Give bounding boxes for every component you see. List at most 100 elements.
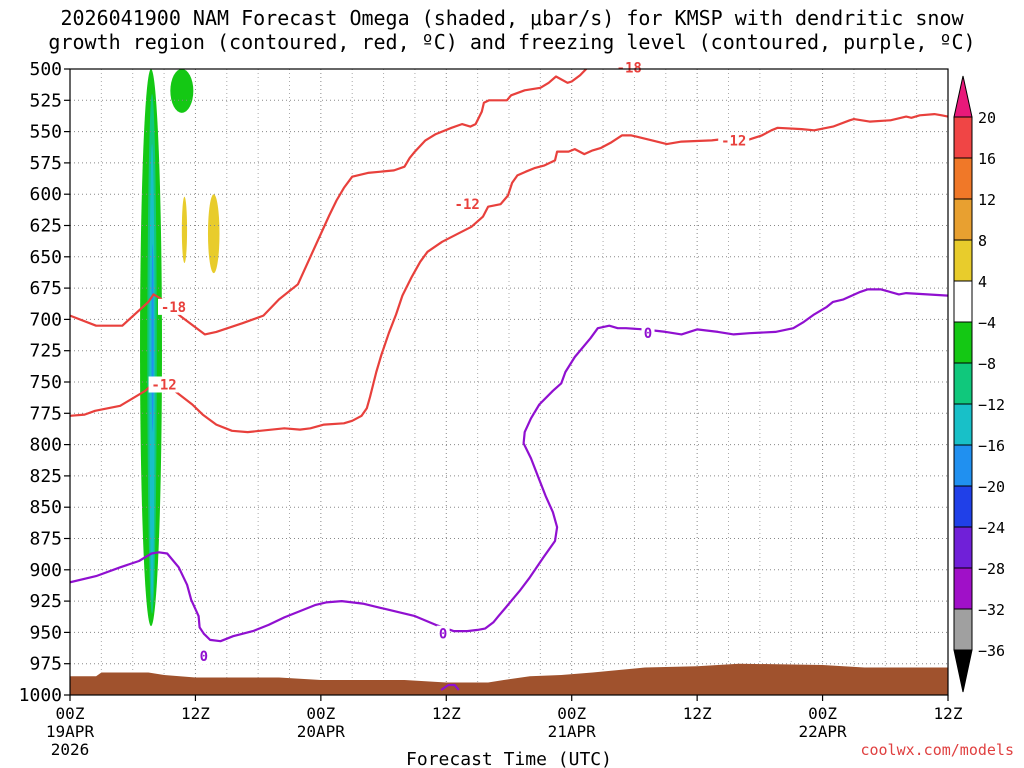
colorbar-bin	[953, 198, 973, 241]
contour-label-bg	[641, 325, 655, 342]
contour-line	[440, 683, 460, 691]
contour-label-bg	[148, 376, 180, 393]
colorbar-tick-label: 16	[978, 150, 996, 168]
y-tick-label: 950	[29, 622, 62, 643]
colorbar-bin	[953, 157, 973, 200]
colorbar-bin	[953, 608, 973, 651]
y-tick-label: 525	[29, 90, 62, 111]
y-tick-label: 725	[29, 341, 62, 362]
colorbar-bin	[953, 444, 973, 487]
x-tick-label: 00Z	[56, 704, 85, 723]
colorbar-bin	[953, 116, 973, 159]
contour-label-bg	[436, 625, 450, 642]
colorbar-bin	[953, 567, 973, 610]
contour-label: -12	[455, 197, 480, 213]
colorbar-bin	[953, 362, 973, 405]
y-tick-label: 875	[29, 529, 62, 550]
colorbar-bin	[953, 403, 973, 446]
x-tick-label: 12Z	[934, 704, 963, 723]
omega-region-yellow-1	[181, 196, 188, 264]
title-line-2: growth region (contoured, red, ºC) and f…	[48, 30, 976, 54]
x-tick-label: 12Z	[683, 704, 712, 723]
x-tick-date: 22APR	[798, 722, 847, 741]
y-tick-label: 750	[29, 372, 62, 393]
terrain	[70, 663, 948, 695]
x-tick-date: 21APR	[548, 722, 597, 741]
contour-line	[70, 69, 588, 336]
colorbar-tick-label: −4	[978, 314, 996, 332]
x-tick-label: 12Z	[432, 704, 461, 723]
colorbar-bottom-triangle	[953, 649, 973, 693]
omega-shading	[140, 69, 220, 627]
contour-label: 0	[200, 649, 208, 665]
title-line-1: 2026041900 NAM Forecast Omega (shaded, μ…	[60, 6, 964, 30]
contour-label: 0	[644, 326, 652, 342]
contour-line	[70, 288, 948, 643]
y-tick-label: 775	[29, 403, 62, 424]
contour-label-bg	[451, 196, 483, 213]
contour-line	[70, 112, 948, 434]
contour-label-bg	[718, 132, 750, 149]
omega-region-yellow-2	[207, 194, 220, 274]
colorbar-bin	[953, 526, 973, 569]
colorbar: 20 16 12 8 4 −4 −8 −12 −16 −20 −24 −28 −32 −36	[953, 75, 1005, 693]
colorbar-tick-label: 8	[978, 232, 987, 250]
x-tick-label: 00Z	[306, 704, 335, 723]
x-tick-label: 12Z	[181, 704, 210, 723]
y-tick-label: 550	[29, 122, 62, 143]
x-axis-label: Forecast Time (UTC)	[406, 749, 612, 768]
y-tick-label: 700	[29, 309, 62, 330]
omega-region-blue-core	[151, 244, 154, 433]
y-tick-label: 975	[29, 654, 62, 675]
y-tick-label: 900	[29, 560, 62, 581]
y-tick-label: 575	[29, 153, 62, 174]
colorbar-tick-label: −28	[978, 560, 1005, 578]
contour-label: -18	[161, 300, 186, 316]
x-tick-label: 00Z	[557, 704, 586, 723]
y-axis: 500 525 550 575 600 625 650 675 700 725 750 775 800 8…	[19, 59, 70, 706]
colorbar-tick-label: −16	[978, 437, 1005, 455]
y-tick-label: 500	[29, 59, 62, 80]
colorbar-tick-label: −32	[978, 601, 1005, 619]
colorbar-tick-label: −12	[978, 396, 1005, 414]
contour-label-bg	[613, 59, 645, 76]
x-tick-date: 19APR	[46, 722, 95, 741]
credit-text: coolwx.com/models	[860, 741, 1014, 759]
colorbar-tick-label: −8	[978, 355, 996, 373]
contour-label: 0	[439, 627, 447, 643]
colorbar-bin	[953, 485, 973, 528]
contour-label: -12	[721, 133, 746, 149]
colorbar-bin	[953, 321, 973, 364]
contour-label-bg	[197, 648, 211, 665]
x-tick-label: 00Z	[808, 704, 837, 723]
contour-lines	[70, 69, 948, 691]
y-tick-label: 925	[29, 591, 62, 612]
grid	[70, 69, 948, 695]
y-tick-label: 650	[29, 247, 62, 268]
colorbar-tick-label: 4	[978, 273, 987, 291]
colorbar-tick-label: −36	[978, 642, 1005, 660]
colorbar-tick-label: 20	[978, 109, 996, 127]
contour-label-bg	[157, 298, 189, 315]
terrain-fill	[70, 663, 948, 695]
contour-label: -12	[151, 378, 176, 394]
omega-region-green-upper	[170, 69, 194, 113]
y-tick-label: 625	[29, 216, 62, 237]
y-tick-label: 675	[29, 278, 62, 299]
colorbar-tick-label: 12	[978, 191, 996, 209]
y-tick-label: 600	[29, 184, 62, 205]
x-tick-year: 2026	[51, 740, 90, 759]
colorbar-tick-label: −20	[978, 478, 1005, 496]
y-tick-label: 800	[29, 435, 62, 456]
chart-title: 2026041900 NAM Forecast Omega (shaded, μ…	[0, 6, 1024, 54]
colorbar-tick-label: −24	[978, 519, 1005, 537]
y-tick-label: 825	[29, 466, 62, 487]
y-tick-label: 1000	[19, 685, 62, 706]
colorbar-bin	[953, 280, 973, 323]
colorbar-bin	[953, 239, 973, 282]
colorbar-top-triangle	[953, 75, 973, 118]
y-tick-label: 850	[29, 497, 62, 518]
